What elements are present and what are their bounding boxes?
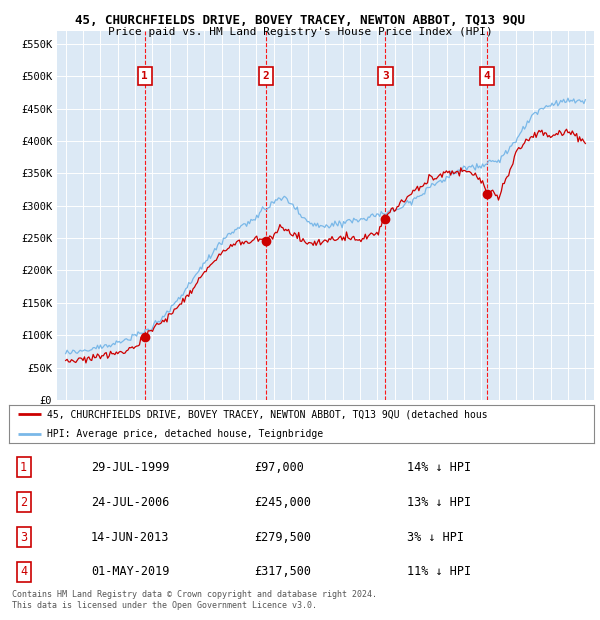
Text: 24-JUL-2006: 24-JUL-2006 xyxy=(91,496,169,508)
Text: £245,000: £245,000 xyxy=(254,496,312,508)
Text: 13% ↓ HPI: 13% ↓ HPI xyxy=(407,496,471,508)
Text: 01-MAY-2019: 01-MAY-2019 xyxy=(91,565,169,578)
Text: 1: 1 xyxy=(20,461,27,474)
Text: £279,500: £279,500 xyxy=(254,531,312,544)
Text: 3% ↓ HPI: 3% ↓ HPI xyxy=(407,531,464,544)
Text: 3: 3 xyxy=(20,531,27,544)
Text: 1: 1 xyxy=(142,71,148,81)
Text: 45, CHURCHFIELDS DRIVE, BOVEY TRACEY, NEWTON ABBOT, TQ13 9QU: 45, CHURCHFIELDS DRIVE, BOVEY TRACEY, NE… xyxy=(75,14,525,27)
Text: 3: 3 xyxy=(382,71,389,81)
Text: 14% ↓ HPI: 14% ↓ HPI xyxy=(407,461,471,474)
Text: 11% ↓ HPI: 11% ↓ HPI xyxy=(407,565,471,578)
Text: 2: 2 xyxy=(20,496,27,508)
Text: 4: 4 xyxy=(20,565,27,578)
Text: £317,500: £317,500 xyxy=(254,565,312,578)
Text: 2: 2 xyxy=(263,71,269,81)
Text: 4: 4 xyxy=(484,71,490,81)
Text: 29-JUL-1999: 29-JUL-1999 xyxy=(91,461,169,474)
Text: 14-JUN-2013: 14-JUN-2013 xyxy=(91,531,169,544)
Text: £97,000: £97,000 xyxy=(254,461,305,474)
Text: Price paid vs. HM Land Registry's House Price Index (HPI): Price paid vs. HM Land Registry's House … xyxy=(107,27,493,37)
Text: Contains HM Land Registry data © Crown copyright and database right 2024.
This d: Contains HM Land Registry data © Crown c… xyxy=(12,590,377,609)
Text: 45, CHURCHFIELDS DRIVE, BOVEY TRACEY, NEWTON ABBOT, TQ13 9QU (detached hous: 45, CHURCHFIELDS DRIVE, BOVEY TRACEY, NE… xyxy=(47,409,488,420)
Text: HPI: Average price, detached house, Teignbridge: HPI: Average price, detached house, Teig… xyxy=(47,428,323,439)
